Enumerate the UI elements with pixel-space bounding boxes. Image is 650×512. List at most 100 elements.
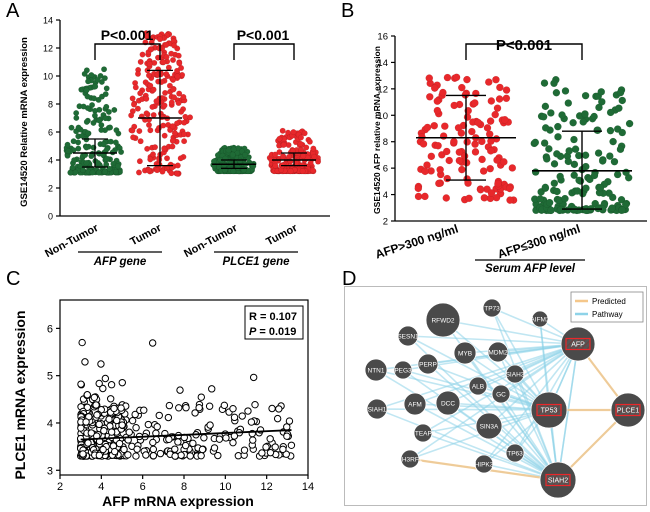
chart-a-point <box>290 129 297 136</box>
chart-c-point <box>149 438 157 447</box>
chart-b-point <box>445 156 453 165</box>
network-node-label: PEG3 <box>394 368 412 375</box>
chart-c-xtick-label: 12 <box>261 481 273 493</box>
chart-c-point <box>197 451 205 460</box>
chart-b-bracket <box>465 43 583 60</box>
chart-b-point <box>618 96 627 105</box>
chart-c-point <box>247 418 256 426</box>
chart-b-point <box>455 148 464 156</box>
chart-c-point <box>112 416 121 425</box>
chart-c-point <box>95 451 104 460</box>
chart-b-point <box>590 171 599 180</box>
chart-a-point <box>92 83 99 90</box>
chart-a-point <box>103 156 110 162</box>
chart-a-point <box>156 36 163 43</box>
chart-b-point <box>621 200 630 209</box>
network-node: AFM <box>403 392 427 416</box>
chart-c-point <box>90 393 99 402</box>
chart-c-point <box>181 441 190 450</box>
chart-a-point <box>237 157 243 164</box>
chart-b-point <box>582 184 590 192</box>
network-node-label: TP53 <box>541 408 558 415</box>
network-edge-pathway <box>407 335 579 345</box>
network-node-label: DCC <box>441 401 455 408</box>
chart-a-point <box>102 115 109 122</box>
chart-c-stat-r: R = 0.107 <box>249 311 297 323</box>
chart-b-point <box>594 149 603 157</box>
chart-b-point <box>506 196 514 204</box>
chart-a-point <box>298 147 305 153</box>
network-graph: RFWD2 TP73 AIFM2 SESN1 MDM2 NTN1 PEG3 PERP MYB SI… <box>364 291 646 499</box>
network-node-label: AFM <box>408 402 422 409</box>
chart-a-ytick-label: 2 <box>48 184 53 194</box>
network-node: PERP <box>417 353 439 375</box>
chart-a-point <box>272 151 279 158</box>
chart-b-ytick-label: 6 <box>383 164 388 175</box>
chart-b-point <box>465 194 473 203</box>
network-node-label: SIN3A <box>480 424 499 431</box>
chart-a-point <box>131 101 137 108</box>
chart-c-point <box>171 452 179 460</box>
network-node: STEAP3 <box>411 423 436 443</box>
chart-a-ytick-label: 8 <box>48 100 53 110</box>
chart-a-point <box>171 94 178 101</box>
chart-b-point <box>625 119 634 128</box>
chart-c-point <box>125 428 133 436</box>
chart-a-point <box>287 168 294 175</box>
chart-b-point <box>553 187 561 196</box>
chart-a-point <box>143 33 150 40</box>
chart-a-point <box>169 143 176 150</box>
chart-c-point <box>81 358 89 366</box>
chart-c-ytick-label: 5 <box>47 371 53 383</box>
chart-a-point <box>280 153 286 160</box>
chart-c-ytick-label: 6 <box>47 323 53 335</box>
chart-a-ylabel: GSE14520 Relative mRNA expression <box>19 37 30 207</box>
chart-c-xtick-label: 8 <box>181 481 187 493</box>
chart-c-xtick-label: 14 <box>302 481 314 493</box>
chart-c-point <box>229 405 237 413</box>
network-edge-pathway <box>409 343 579 460</box>
chart-b-point <box>439 88 447 97</box>
chart-a-point <box>139 51 146 58</box>
chart-c-point <box>95 379 103 388</box>
chart-b-point <box>433 106 442 115</box>
chart-b-point <box>540 79 549 87</box>
network-node: MYB <box>453 341 477 365</box>
chart-c-point <box>165 401 174 410</box>
chart-c-point <box>99 445 107 454</box>
chart-b-point <box>598 157 607 165</box>
network-node: SIN3A <box>475 412 503 440</box>
chart-c-point <box>132 452 140 460</box>
chart-a-point <box>102 91 109 98</box>
chart-c-point <box>175 404 183 412</box>
chart-b-point <box>471 148 480 156</box>
chart-a-ytick-label: 10 <box>43 72 53 82</box>
network-node: PLCE1 <box>610 392 646 428</box>
chart-a-gene-label-afp: AFP gene <box>93 256 147 268</box>
chart-a-point <box>89 169 96 176</box>
chart-a-point <box>145 167 152 174</box>
chart-c-point <box>106 395 115 403</box>
chart-b-point <box>419 140 428 148</box>
chart-a-point <box>80 103 87 110</box>
chart-b-point <box>616 145 625 154</box>
chart-a-point <box>178 108 185 115</box>
chart-a-point <box>162 89 168 96</box>
chart-a-point <box>83 144 90 151</box>
chart-a-point <box>113 127 120 134</box>
chart-c-point <box>148 339 157 347</box>
chart-b-point <box>434 141 442 150</box>
chart-b-point <box>606 152 614 160</box>
network-node: TP63 <box>505 443 525 463</box>
chart-c-point <box>171 445 179 453</box>
chart-c-point <box>82 418 90 426</box>
chart-c-ylabel: PLCE1 mRNA expression <box>12 310 28 479</box>
chart-a-point <box>88 72 95 79</box>
chart-a-point <box>174 120 180 127</box>
chart-a-point <box>170 86 177 93</box>
chart-c-point <box>176 386 184 394</box>
chart-c-point <box>110 404 118 413</box>
chart-a-point <box>174 67 181 74</box>
chart-b-point <box>479 167 488 175</box>
network-node-label: ALB <box>472 384 484 391</box>
